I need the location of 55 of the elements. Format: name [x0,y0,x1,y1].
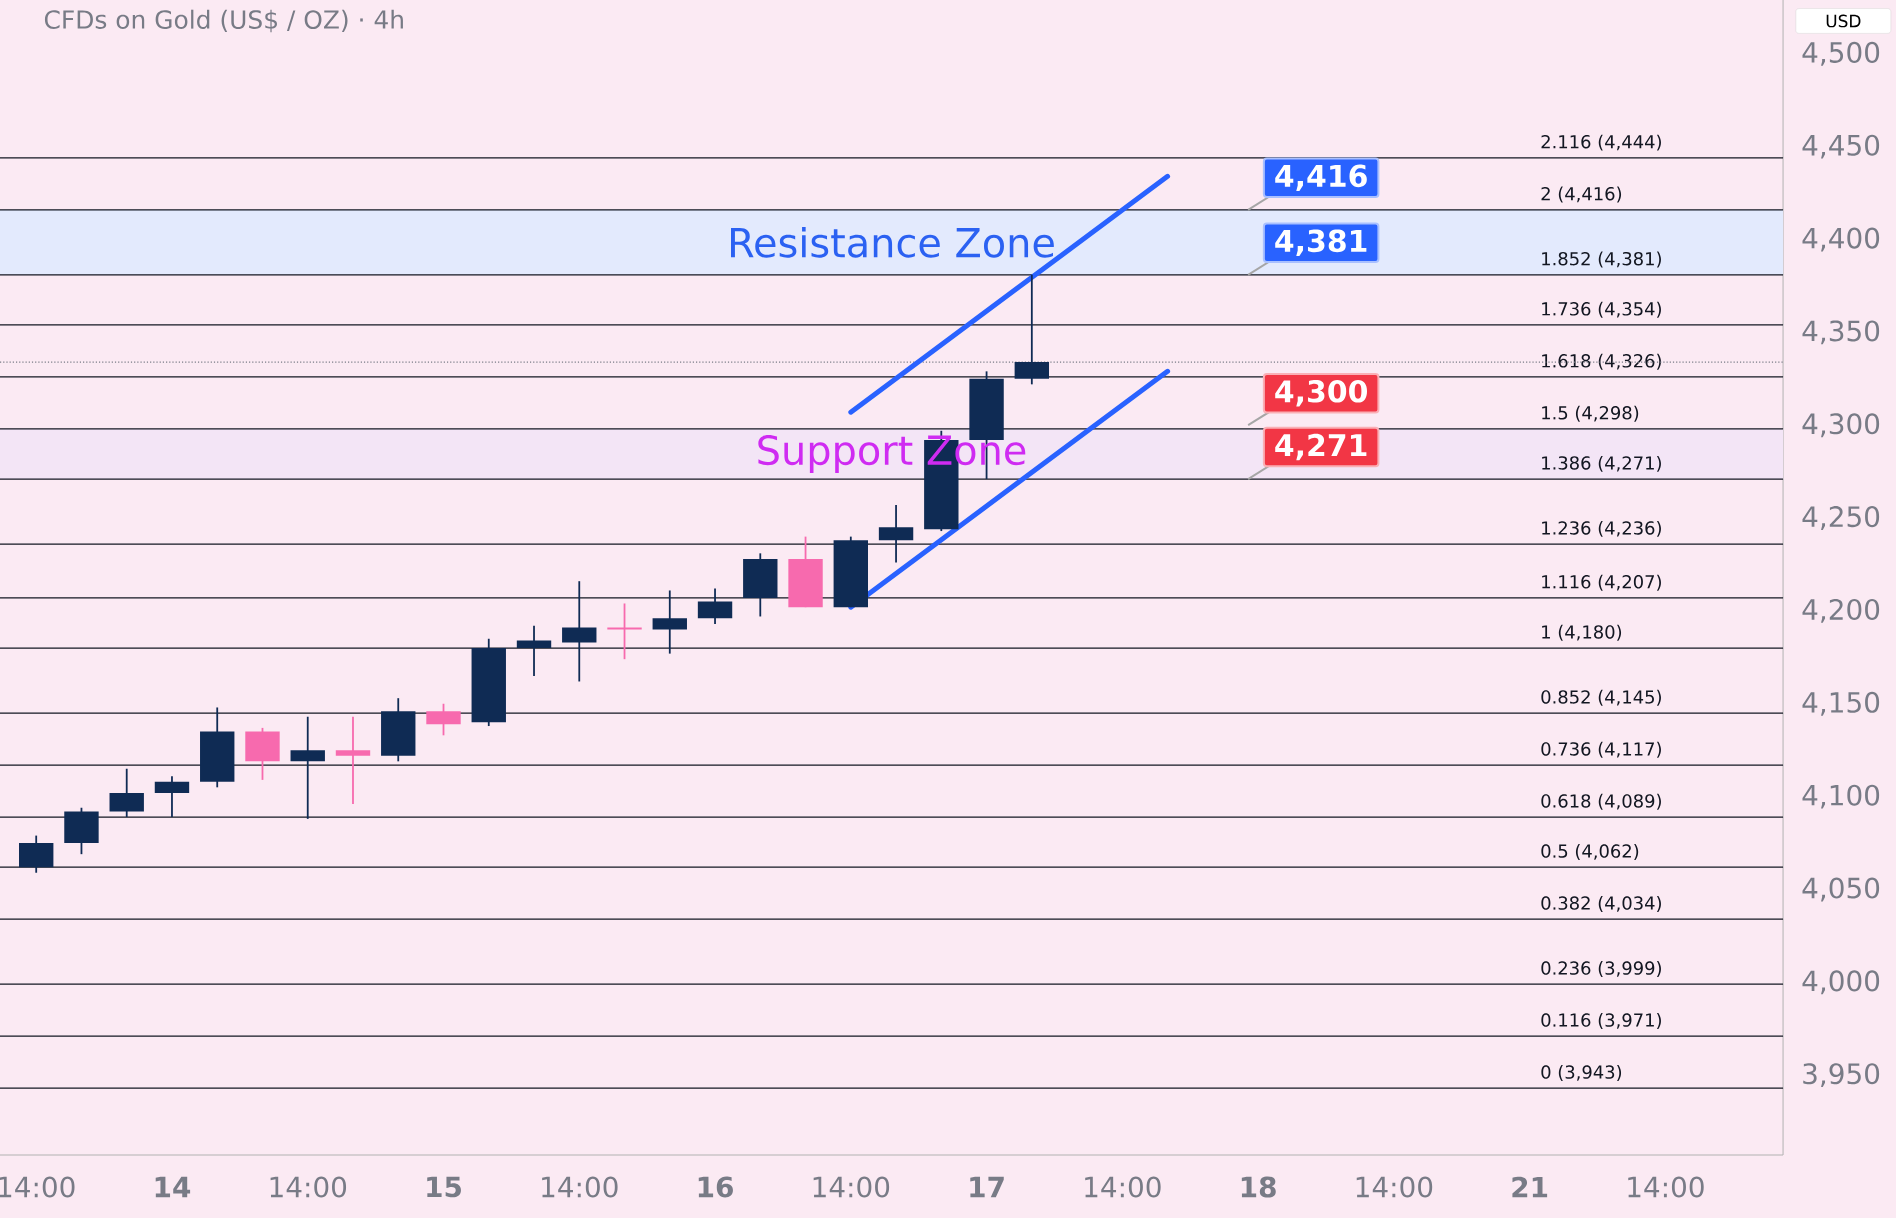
ref-line-label: 0.5 (4,062) [1541,843,1639,860]
annotation: 4,381 [1275,229,1367,257]
ref-line-label: 1 (4,180) [1542,624,1622,641]
ref-line-label: 2 (4,416) [1541,186,1622,203]
x-tick-label: 14:00 [0,1176,75,1198]
x-tick-label: 14:00 [1085,1176,1161,1198]
x-tick-label: 14:00 [1356,1176,1433,1198]
y-tick-label: 4,400 [1802,227,1880,252]
candlestick [562,580,597,683]
text: USD [1826,14,1861,28]
x-tick-label: 21 [1512,1176,1548,1198]
y-tick-label: 4,300 [1802,413,1880,438]
candlestick [335,715,371,805]
candlestick [516,624,552,677]
x-tick-label: 14 [155,1176,191,1198]
y-tick-label: 4,500 [1802,41,1880,66]
ref-line-label: 0.236 (3,999) [1541,960,1661,977]
y-tick-label: 4,050 [1802,877,1880,902]
ref-line-label: 1.386 (4,271) [1542,455,1661,472]
x-tick-label: 14:00 [270,1176,347,1198]
candlestick [652,589,687,655]
y-tick-label: 4,250 [1802,506,1880,531]
x-tick-label: 16 [698,1176,733,1198]
annotation: 4,271 [1275,433,1367,461]
x-tick-label: 17 [970,1176,1004,1198]
x-tick-label: 14:00 [813,1176,890,1198]
ref-line-label: 0.116 (3,971) [1541,1012,1661,1029]
ref-line-label: 0.852 (4,145) [1541,689,1661,706]
y-tick-label: 3,950 [1803,1063,1880,1088]
ref-line-label: 1.852 (4,381) [1542,251,1661,268]
ref-line-label: 1.736 (4,354) [1542,301,1661,318]
candlestick [290,715,325,820]
ref-line-label: 1.116 (4,207) [1542,574,1661,591]
ref-line-label: 0 (3,943) [1541,1064,1622,1081]
x-tick-label: 18 [1241,1176,1276,1198]
y-tick-label: 4,100 [1802,784,1880,809]
ref-line-label: 0.618 (4,089) [1541,793,1661,810]
ref-line-label: 0.736 (4,117) [1541,741,1661,758]
x-tick-label: 15 [427,1176,461,1198]
ref-line-label: 0.382 (4,034) [1541,895,1661,912]
x-tick-label: 14:00 [542,1176,618,1198]
ref-line-label: 1.5 (4,298) [1542,405,1639,422]
chart-title: CFDs on Gold (US$ / OZ) · 4h [44,9,403,33]
y-tick-label: 4,350 [1802,320,1880,345]
annotation: 4,300 [1275,379,1368,407]
ref-line-label: 2.116 (4,444) [1541,134,1661,151]
y-tick-label: 4,000 [1802,970,1880,995]
ref-line-label: 1.236 (4,236) [1542,520,1661,537]
x-tick-label: 14:00 [1628,1176,1704,1198]
y-tick-label: 4,200 [1802,598,1880,623]
y-tick-label: 4,450 [1802,134,1880,159]
ref-line-label: 1.618 (4,326) [1542,353,1661,370]
y-tick-label: 4,150 [1802,691,1880,716]
annotation: 4,416 [1275,164,1367,191]
band-label: Resistance Zone [731,226,1054,258]
